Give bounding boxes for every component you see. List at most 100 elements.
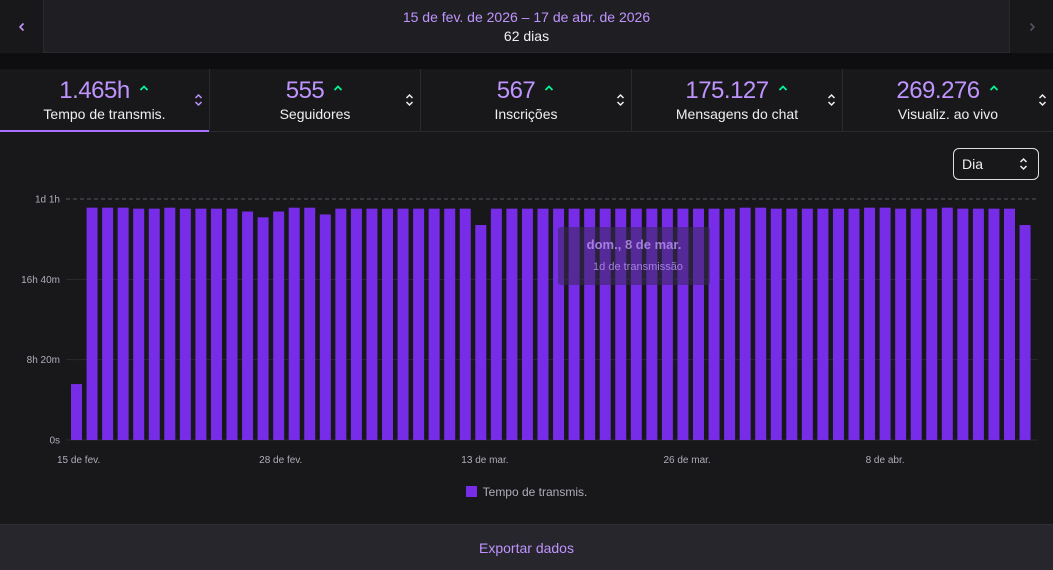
bar bbox=[428, 208, 440, 440]
metric-tab-live-views[interactable]: 269.276 Visualiz. ao vivo bbox=[843, 69, 1053, 132]
metric-value: 269.276 bbox=[896, 77, 980, 104]
bar bbox=[801, 208, 813, 440]
trend-up-icon bbox=[334, 85, 343, 91]
bar bbox=[848, 208, 860, 440]
bar bbox=[179, 208, 191, 440]
bar bbox=[553, 208, 565, 440]
bar bbox=[195, 208, 207, 440]
x-tick-label: 15 de fev. bbox=[57, 455, 100, 466]
y-tick-label: 0s bbox=[49, 436, 60, 447]
date-range-days: 62 dias bbox=[503, 28, 550, 44]
bar bbox=[102, 207, 114, 440]
bar bbox=[444, 208, 456, 440]
metric-tab-chat-messages[interactable]: 175.127 Mensagens do chat bbox=[632, 69, 843, 132]
x-tick-label: 28 de fev. bbox=[259, 455, 302, 466]
bar bbox=[148, 208, 160, 440]
legend-swatch bbox=[465, 486, 477, 497]
bar bbox=[117, 207, 129, 440]
tooltip-subtitle: 1d de transmissão bbox=[593, 261, 683, 273]
metric-value: 555 bbox=[285, 77, 325, 104]
bar bbox=[615, 208, 627, 440]
chart-panel: 0s 8h 20m 16h 40m 1d 1h 15 de fev. 28 de fev.… bbox=[0, 132, 1053, 524]
y-tick-label: 8h 20m bbox=[27, 355, 60, 366]
bar bbox=[599, 208, 611, 440]
metric-tab-followers[interactable]: 555 Seguidores bbox=[210, 69, 421, 132]
date-range-bar: 15 de fev. de 2026 – 17 de abr. de 2026 … bbox=[0, 0, 1053, 53]
bar bbox=[86, 207, 98, 440]
bar bbox=[786, 208, 798, 440]
bar bbox=[739, 207, 751, 440]
bar bbox=[71, 384, 82, 440]
bar bbox=[708, 208, 720, 440]
bar bbox=[366, 208, 378, 440]
bar bbox=[273, 211, 285, 440]
export-data-button[interactable]: Exportar dados bbox=[479, 539, 574, 556]
bar bbox=[817, 208, 829, 440]
bar bbox=[210, 208, 222, 440]
previous-period-button[interactable] bbox=[0, 0, 44, 53]
bar bbox=[879, 207, 891, 440]
date-range-display[interactable]: 15 de fev. de 2026 – 17 de abr. de 2026 … bbox=[44, 0, 1009, 53]
bar bbox=[521, 208, 533, 440]
metric-label: Visualiz. ao vivo bbox=[897, 106, 999, 122]
bar bbox=[864, 207, 876, 440]
x-tick-label: 8 de abr. bbox=[866, 455, 905, 466]
metric-label: Mensagens do chat bbox=[675, 106, 799, 122]
bar bbox=[475, 225, 487, 440]
bar bbox=[584, 208, 596, 440]
metric-label: Inscrições bbox=[494, 106, 558, 122]
bar bbox=[350, 208, 362, 440]
bar bbox=[724, 208, 736, 440]
sort-icon bbox=[194, 93, 203, 107]
bar bbox=[319, 214, 331, 440]
bar bbox=[242, 211, 254, 440]
metric-label: Seguidores bbox=[279, 106, 351, 122]
bar bbox=[957, 208, 969, 440]
chart-tooltip bbox=[558, 227, 710, 285]
bar bbox=[164, 207, 176, 440]
tooltip-title: dom., 8 de mar. bbox=[587, 237, 682, 252]
bar bbox=[972, 208, 984, 440]
chart-legend: Tempo de transmis. bbox=[0, 485, 1053, 499]
bar bbox=[335, 208, 347, 440]
sort-icon bbox=[405, 93, 414, 107]
bar bbox=[755, 207, 767, 440]
next-period-button[interactable] bbox=[1009, 0, 1053, 53]
trend-up-icon bbox=[778, 85, 787, 91]
bar bbox=[895, 208, 907, 440]
trend-up-icon bbox=[545, 85, 554, 91]
sort-icon bbox=[616, 93, 625, 107]
bar bbox=[257, 217, 269, 440]
bar bbox=[397, 208, 409, 440]
metric-value: 567 bbox=[496, 77, 536, 104]
footer-bar: Exportar dados bbox=[0, 524, 1053, 570]
date-range-text: 15 de fev. de 2026 – 17 de abr. de 2026 bbox=[402, 9, 651, 25]
trend-up-icon bbox=[139, 85, 148, 91]
metric-tabs: 1.465h Tempo de transmis. 555 Seguidores… bbox=[0, 69, 1053, 133]
stream-time-bar-chart: 0s 8h 20m 16h 40m 1d 1h 15 de fev. 28 de fev.… bbox=[21, 195, 1038, 466]
bar bbox=[133, 208, 145, 440]
chevron-right-icon bbox=[1029, 22, 1035, 31]
bar bbox=[413, 208, 425, 440]
metric-tab-stream-time[interactable]: 1.465h Tempo de transmis. bbox=[0, 69, 210, 133]
metric-tab-subscriptions[interactable]: 567 Inscrições bbox=[421, 69, 632, 132]
bar bbox=[490, 208, 502, 440]
select-arrows-icon bbox=[1019, 157, 1028, 171]
legend-label: Tempo de transmis. bbox=[482, 485, 588, 499]
chevron-left-icon bbox=[18, 22, 24, 31]
metric-value: 1.465h bbox=[59, 77, 130, 104]
bar bbox=[382, 208, 393, 440]
bar bbox=[941, 207, 953, 440]
bar bbox=[646, 208, 658, 440]
spacer bbox=[0, 53, 1053, 69]
bar bbox=[677, 208, 689, 440]
bar bbox=[661, 208, 673, 440]
y-tick-label: 1d 1h bbox=[35, 195, 60, 206]
bar bbox=[693, 208, 704, 440]
metric-label: Tempo de transmis. bbox=[43, 106, 166, 122]
bar bbox=[910, 208, 922, 440]
bar bbox=[459, 208, 471, 440]
granularity-select[interactable]: Dia bbox=[953, 148, 1039, 180]
trend-up-icon bbox=[989, 85, 998, 91]
bar bbox=[288, 207, 300, 440]
